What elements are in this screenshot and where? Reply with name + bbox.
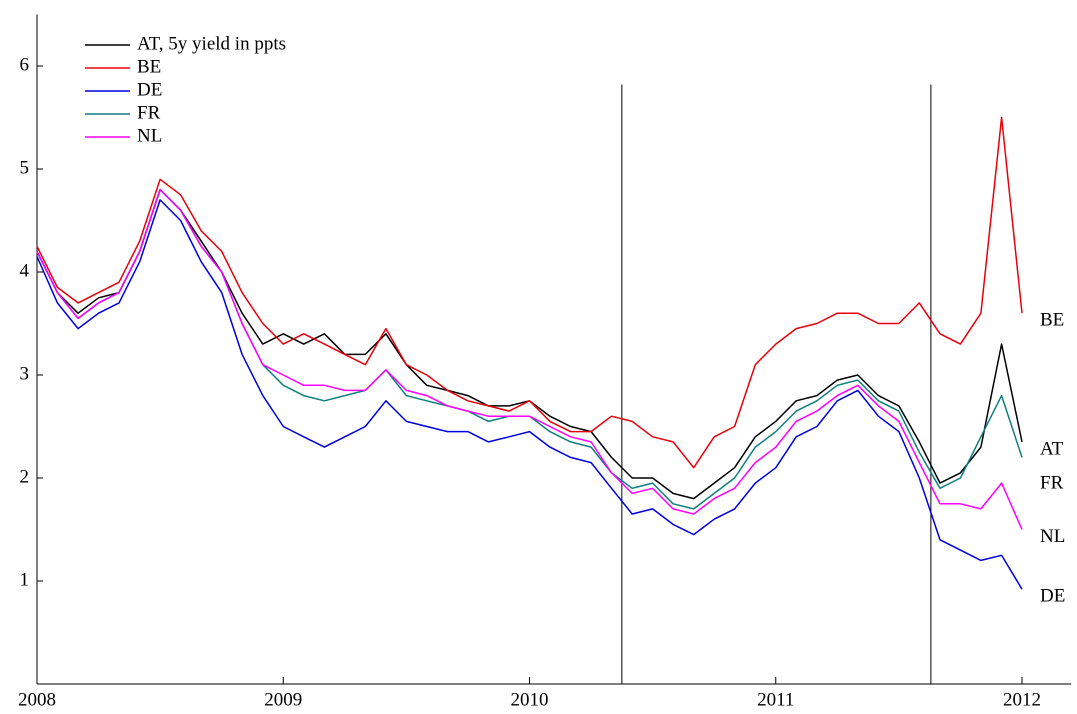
x-tick-label: 2011 (757, 689, 794, 710)
series-line (36, 188, 1023, 510)
x-tick-label: 2012 (1003, 689, 1041, 710)
legend-label: NL (137, 125, 162, 146)
legend-label: FR (137, 102, 161, 123)
y-tick-label: 5 (20, 157, 30, 178)
legend-label: DE (137, 79, 162, 100)
x-tick-label: 2009 (264, 689, 302, 710)
y-tick-label: 1 (20, 569, 30, 590)
y-tick-label: 4 (20, 260, 30, 281)
legend-label: BE (137, 56, 161, 77)
y-tick-label: 3 (20, 363, 30, 384)
end-label: FR (1040, 472, 1064, 493)
end-label: NL (1040, 526, 1065, 547)
end-label: AT (1040, 438, 1064, 459)
y-tick-label: 2 (20, 466, 30, 487)
end-label: DE (1040, 586, 1065, 607)
y-tick-label: 6 (20, 54, 30, 75)
x-tick-label: 2010 (511, 689, 549, 710)
series-line (36, 116, 1023, 469)
x-tick-label: 2008 (18, 689, 56, 710)
series-line (36, 188, 1023, 530)
series-line (36, 199, 1023, 590)
end-label: BE (1040, 310, 1064, 331)
legend-label: AT, 5y yield in ppts (137, 33, 286, 54)
series-line (36, 188, 1023, 500)
